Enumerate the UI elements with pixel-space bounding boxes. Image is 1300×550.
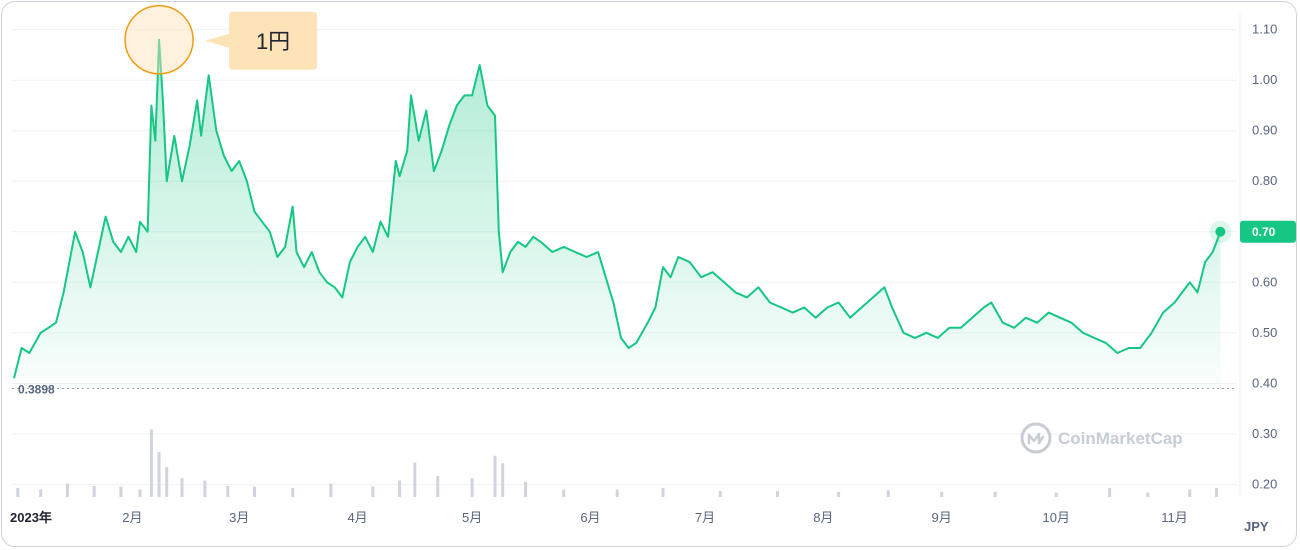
y-tick-label: 0.90 — [1252, 123, 1277, 138]
volume-bar — [661, 488, 665, 497]
min-price-label: 0.3898 — [18, 382, 55, 396]
y-tick-label: 0.60 — [1252, 274, 1277, 289]
peak-callout: 1円 — [205, 11, 318, 70]
y-tick-label: 0.30 — [1252, 426, 1277, 441]
volume-bar — [524, 482, 528, 497]
volume-bar — [413, 462, 417, 497]
x-tick-label: 5月 — [462, 510, 482, 525]
coinmarketcap-watermark: CoinMarketCap — [1020, 422, 1183, 454]
volume-bar — [16, 488, 20, 497]
volume-bar — [776, 491, 780, 497]
x-tick-label: 10月 — [1042, 510, 1069, 525]
volume-bar — [398, 480, 402, 497]
volume-bar — [1054, 492, 1058, 497]
volume-bar — [371, 486, 375, 497]
x-tick-label: 9月 — [932, 510, 952, 525]
volume-bar — [1108, 488, 1112, 497]
volume-bar — [718, 491, 722, 497]
volume-bar — [436, 476, 440, 497]
current-price-badge — [1240, 220, 1296, 243]
volume-bar — [940, 491, 944, 497]
currency-unit-label: JPY — [1244, 519, 1269, 534]
volume-bar — [1188, 489, 1192, 497]
x-tick-label: 11月 — [1161, 510, 1188, 525]
volume-bar — [165, 467, 169, 497]
y-tick-label: 0.80 — [1252, 173, 1277, 188]
coinmarketcap-logo-icon — [1020, 422, 1052, 454]
price-series-line — [13, 38, 1222, 379]
volume-bar — [615, 489, 619, 497]
y-tick-label: 1.10 — [1252, 22, 1277, 37]
y-tick-label: 1.00 — [1252, 72, 1277, 87]
volume-bar — [138, 489, 142, 497]
watermark-text: CoinMarketCap — [1058, 429, 1183, 448]
y-tick-label: 0.50 — [1252, 325, 1277, 340]
y-axis: 1.10 1.00 0.90 0.80 0.70 0.60 0.50 0.40 0.30 0.20 — [1252, 22, 1277, 492]
volume-bar — [1215, 488, 1219, 497]
volume-bars — [16, 429, 1219, 497]
x-tick-label: 6月 — [580, 510, 600, 525]
x-tick-label: 2023年 — [10, 510, 52, 525]
volume-bar — [291, 488, 295, 497]
volume-bar — [92, 485, 96, 497]
volume-bar — [65, 483, 69, 497]
volume-bar — [993, 491, 997, 497]
volume-bar — [501, 463, 505, 497]
volume-bar — [119, 486, 123, 497]
x-axis: 2023年 2月 3月 4月 5月 6月 7月 8月 9月 10月 11月 — [10, 510, 1188, 525]
peak-highlight-circle — [124, 5, 194, 75]
price-area-fill — [14, 39, 1221, 389]
x-tick-label: 2月 — [122, 510, 142, 525]
volume-bar — [562, 489, 566, 497]
price-line — [13, 38, 1222, 379]
y-tick-label: 0.40 — [1252, 375, 1277, 390]
x-tick-label: 4月 — [347, 510, 367, 525]
current-price-dot — [1215, 226, 1226, 237]
x-tick-label: 7月 — [695, 510, 715, 525]
volume-bar — [180, 478, 184, 497]
callout-text: 1円 — [256, 29, 290, 54]
volume-bar — [149, 429, 153, 497]
volume-bar — [1146, 492, 1150, 497]
volume-bar — [157, 452, 161, 497]
volume-bar — [226, 485, 230, 497]
volume-bar — [837, 491, 841, 497]
x-tick-label: 3月 — [229, 510, 249, 525]
current-price-label: 0.70 — [1252, 225, 1276, 239]
x-tick-label: 8月 — [813, 510, 833, 525]
volume-bar — [470, 478, 474, 497]
volume-bar — [253, 486, 257, 497]
volume-bar — [39, 489, 43, 497]
y-tick-label: 0.20 — [1252, 476, 1277, 491]
price-area — [14, 39, 1221, 389]
volume-bar — [493, 455, 497, 497]
volume-bar — [203, 480, 207, 497]
callout-bubble — [205, 11, 318, 70]
volume-bar — [329, 483, 333, 497]
volume-bar — [886, 490, 890, 497]
